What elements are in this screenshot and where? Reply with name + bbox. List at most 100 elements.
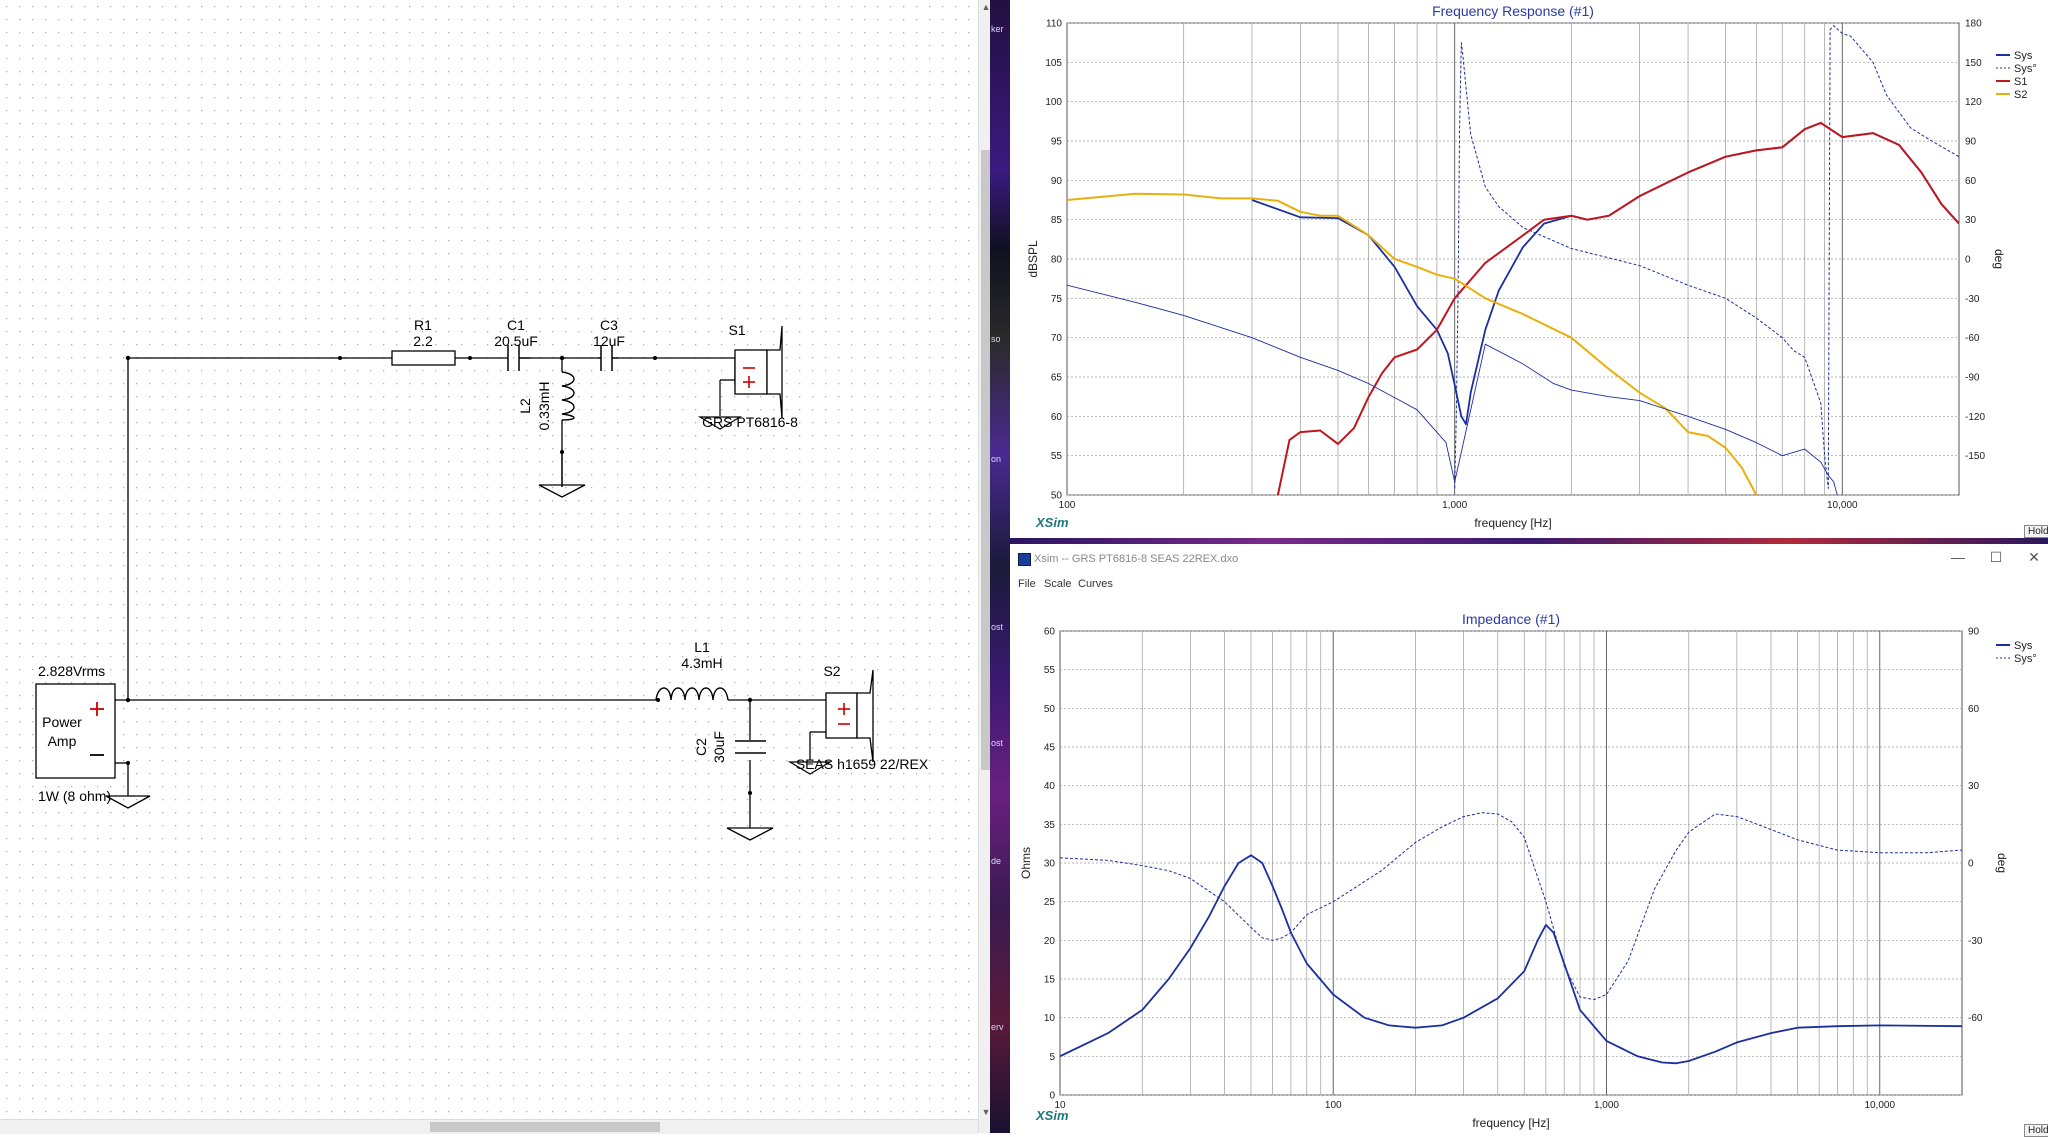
speaker-s1[interactable] — [734, 325, 783, 419]
hold-button[interactable]: Hold — [2024, 525, 2048, 538]
y-tick-label: 55 — [1044, 665, 1056, 676]
y-tick-label: 90 — [1051, 176, 1063, 187]
x-tick-label: 1,000 — [1594, 1100, 1619, 1111]
inductor-l1[interactable] — [655, 687, 729, 701]
ground-symbol-amp — [105, 795, 151, 809]
y2-axis-label: deg — [1995, 853, 2009, 873]
x-tick-label: 10,000 — [1864, 1100, 1895, 1111]
y-tick-label: 25 — [1044, 897, 1056, 908]
legend-label: Sys — [2014, 50, 2033, 62]
ground-symbol-c2 — [726, 827, 774, 841]
y-tick-label: 20 — [1044, 936, 1056, 947]
capacitor-c3[interactable] — [598, 345, 618, 371]
menu-file[interactable]: File — [1018, 578, 1036, 590]
strip-text: ost — [991, 622, 1004, 632]
series-line-s2 — [1067, 192, 1758, 495]
x-tick-label: 100 — [1059, 500, 1076, 511]
y-tick-label: 5 — [1049, 1052, 1055, 1063]
menu-bar: File Scale Curves — [1010, 574, 2048, 596]
menu-curves[interactable]: Curves — [1078, 578, 1113, 590]
legend-label: Sys — [2014, 640, 2033, 652]
minimize-icon[interactable]: — — [1951, 549, 1965, 565]
power-amp[interactable] — [35, 683, 116, 779]
x-tick-label: 100 — [1325, 1100, 1342, 1111]
scrollbar-thumb[interactable] — [430, 1122, 660, 1132]
y2-tick-label: 60 — [1968, 704, 1980, 715]
y2-tick-label: -30 — [1965, 294, 1980, 305]
capacitor-c2[interactable] — [735, 740, 766, 754]
hold-button[interactable]: Hold — [2024, 1124, 2048, 1137]
ground-symbol-l2 — [538, 452, 586, 498]
legend-label: S1 — [2014, 76, 2027, 88]
capacitor-c1[interactable] — [507, 345, 531, 371]
y2-tick-label: -30 — [1968, 936, 1983, 947]
y-tick-label: 50 — [1051, 491, 1063, 502]
y-tick-label: 35 — [1044, 820, 1056, 831]
c1-value-label: 20.5uF — [494, 333, 538, 349]
schematic-vertical-scrollbar[interactable]: ▲ ▼ — [978, 0, 993, 1133]
y2-tick-label: 180 — [1965, 19, 1982, 30]
y2-tick-label: 0 — [1965, 255, 1971, 266]
c3-name-label: C3 — [600, 317, 618, 333]
y-tick-label: 60 — [1044, 627, 1056, 638]
c2-value-label: 30uF — [711, 731, 727, 763]
y2-tick-label: -60 — [1965, 333, 1980, 344]
x-axis-label: frequency [Hz] — [1472, 1116, 1549, 1130]
y2-tick-label: 60 — [1965, 176, 1977, 187]
maximize-icon[interactable]: ☐ — [1989, 549, 2003, 565]
legend-label: Sys° — [2014, 653, 2037, 665]
y-tick-label: 80 — [1051, 255, 1063, 266]
x-tick-label: 10 — [1054, 1100, 1066, 1111]
ground-symbol-s2 — [787, 761, 833, 775]
frequency-response-chart[interactable]: 50 55 60 65 70 75 80 85 90 95 100 105 110 -150 -120 -90… — [1010, 0, 2048, 538]
background-desktop-strip: ker so on ost ost de erv — [990, 0, 1010, 1133]
close-icon[interactable]: ✕ — [2028, 549, 2040, 565]
series-line-sys — [1454, 25, 1959, 489]
strip-text: on — [991, 454, 1002, 464]
y2-tick-label: 90 — [1968, 627, 1980, 638]
xsim-logo: XSim — [1035, 1108, 1069, 1123]
scroll-down-arrow-icon[interactable]: ▼ — [981, 1107, 991, 1117]
x-axis-label: frequency [Hz] — [1474, 516, 1551, 530]
window-title: Xsim -- GRS PT6816-8 SEAS 22REX.dxo — [1034, 553, 1239, 565]
y2-tick-label: -150 — [1965, 451, 1985, 462]
strip-text: ker — [991, 24, 1004, 34]
y-tick-label: 75 — [1051, 294, 1063, 305]
y-tick-label: 10 — [1044, 1013, 1056, 1024]
strip-text: erv — [991, 1022, 1004, 1032]
impedance-window[interactable]: Xsim -- GRS PT6816-8 SEAS 22REX.dxo — ☐ … — [1010, 544, 2048, 1137]
impedance-chart[interactable]: 0 5 10 15 20 25 30 35 40 45 50 55 60 -60 -30 0 30 60 90 10 1… — [1010, 596, 2048, 1133]
resistor-r1[interactable] — [391, 350, 456, 366]
speaker-s2[interactable] — [825, 669, 874, 763]
y-tick-label: 85 — [1051, 215, 1063, 226]
y-tick-label: 65 — [1051, 373, 1063, 384]
y2-tick-label: 30 — [1965, 215, 1977, 226]
y2-tick-label: -120 — [1965, 412, 1985, 423]
y-axis-label: dBSPL — [1026, 240, 1040, 278]
scroll-up-arrow-icon[interactable]: ▲ — [981, 2, 991, 12]
schematic-horizontal-scrollbar[interactable] — [0, 1119, 978, 1134]
y2-tick-label: 0 — [1968, 859, 1974, 870]
series-line-s1 — [1276, 121, 1959, 495]
y-tick-label: 30 — [1044, 859, 1056, 870]
frequency-response-window[interactable]: 50 55 60 65 70 75 80 85 90 95 100 105 110 -150 -120 -90… — [1010, 0, 2048, 538]
y2-axis-label: deg — [1992, 249, 2006, 269]
xsim-logo: XSim — [1035, 515, 1069, 530]
y-tick-label: 50 — [1044, 704, 1056, 715]
inductor-l2[interactable] — [561, 371, 575, 421]
strip-text: ost — [991, 738, 1004, 748]
chart-title: Impedance (#1) — [1462, 611, 1560, 627]
y2-tick-label: 90 — [1965, 137, 1977, 148]
y-axis-label: Ohms — [1019, 847, 1033, 879]
scrollbar-thumb[interactable] — [981, 150, 991, 770]
y-tick-label: 40 — [1044, 781, 1056, 792]
amp-power-label: 1W (8 ohm) — [38, 788, 111, 804]
amp-label-line2: Amp — [48, 733, 77, 749]
strip-text: de — [991, 856, 1002, 866]
background-desktop-strip — [1010, 538, 2048, 544]
menu-scale[interactable]: Scale — [1044, 578, 1072, 590]
schematic-canvas[interactable]: R1 2.2 C1 20.5uF C3 12uF L2 0.33mH — [0, 0, 990, 1133]
impedance-window-titlebar[interactable]: Xsim -- GRS PT6816-8 SEAS 22REX.dxo — ☐ … — [1010, 544, 2048, 574]
x-tick-label: 1,000 — [1442, 500, 1467, 511]
y-tick-label: 100 — [1045, 97, 1062, 108]
